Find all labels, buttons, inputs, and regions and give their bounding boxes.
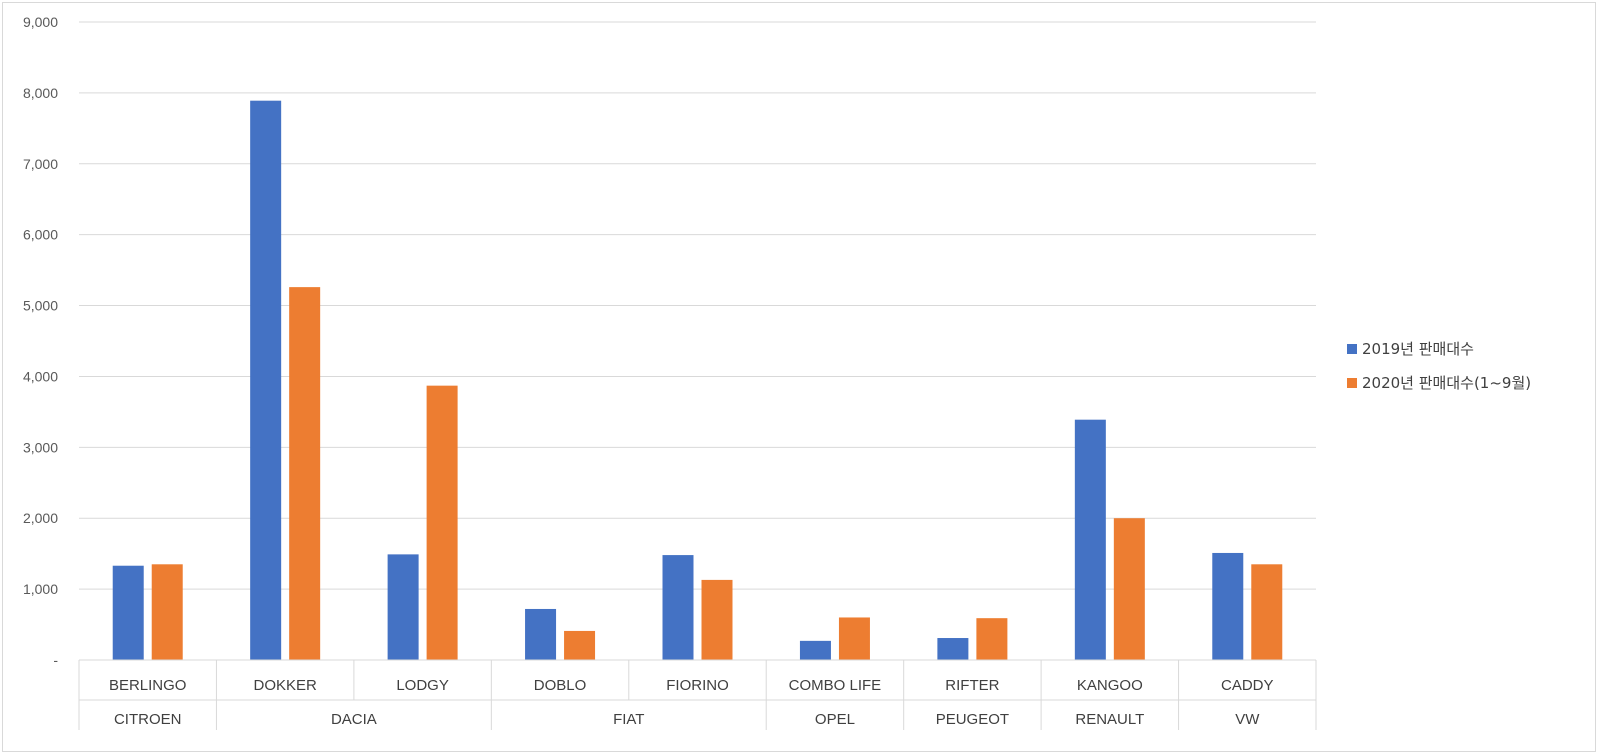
bar-2020 xyxy=(976,618,1008,660)
group-label: VW xyxy=(1235,711,1260,728)
category-label: BERLINGO xyxy=(109,677,187,694)
bar-2020 xyxy=(564,630,596,660)
group-label: CITROEN xyxy=(114,711,182,728)
legend-label: 2020년 판매대수(1~9월) xyxy=(1362,374,1531,392)
category-label: KANGOO xyxy=(1077,677,1143,694)
bar-2020 xyxy=(1251,564,1283,660)
bar-2020 xyxy=(701,579,733,660)
y-tick-label: 4,000 xyxy=(23,368,58,384)
y-tick-label: 9,000 xyxy=(23,14,58,30)
bar-2020 xyxy=(151,564,183,660)
y-tick-label: 6,000 xyxy=(23,227,58,243)
y-tick-label: 3,000 xyxy=(23,439,58,455)
category-label: FIORINO xyxy=(666,677,729,694)
bar-2019 xyxy=(937,638,969,660)
group-label: PEUGEOT xyxy=(936,711,1009,728)
group-label: DACIA xyxy=(331,711,377,728)
y-tick-label: 2,000 xyxy=(23,510,58,526)
category-label: DOKKER xyxy=(253,677,317,694)
y-tick-label: 8,000 xyxy=(23,85,58,101)
category-label: CADDY xyxy=(1221,677,1274,694)
bar-2019 xyxy=(250,100,282,661)
bar-2020 xyxy=(838,617,870,660)
bar-2019 xyxy=(1212,552,1244,660)
y-tick-label: 5,000 xyxy=(23,298,58,314)
legend-label: 2019년 판매대수 xyxy=(1362,340,1474,358)
category-label: COMBO LIFE xyxy=(789,677,882,694)
bar-2020 xyxy=(426,385,458,660)
legend-swatch xyxy=(1347,378,1357,388)
bar-2019 xyxy=(112,565,144,660)
bar-2019 xyxy=(799,640,831,660)
y-tick-label: 1,000 xyxy=(23,581,58,597)
y-tick-label: 7,000 xyxy=(23,156,58,172)
category-label: LODGY xyxy=(396,677,449,694)
y-tick-label: - xyxy=(53,652,58,668)
group-label: FIAT xyxy=(613,711,644,728)
bar-2019 xyxy=(662,555,694,660)
bar-2019 xyxy=(387,554,419,660)
category-label: RIFTER xyxy=(945,677,999,694)
bar-2019 xyxy=(1074,419,1106,660)
group-label: RENAULT xyxy=(1075,711,1144,728)
bar-2020 xyxy=(289,287,321,660)
group-label: OPEL xyxy=(815,711,855,728)
legend-swatch xyxy=(1347,344,1357,354)
category-label: DOBLO xyxy=(534,677,587,694)
bar-2019 xyxy=(525,608,557,660)
bar-2020 xyxy=(1113,518,1145,660)
